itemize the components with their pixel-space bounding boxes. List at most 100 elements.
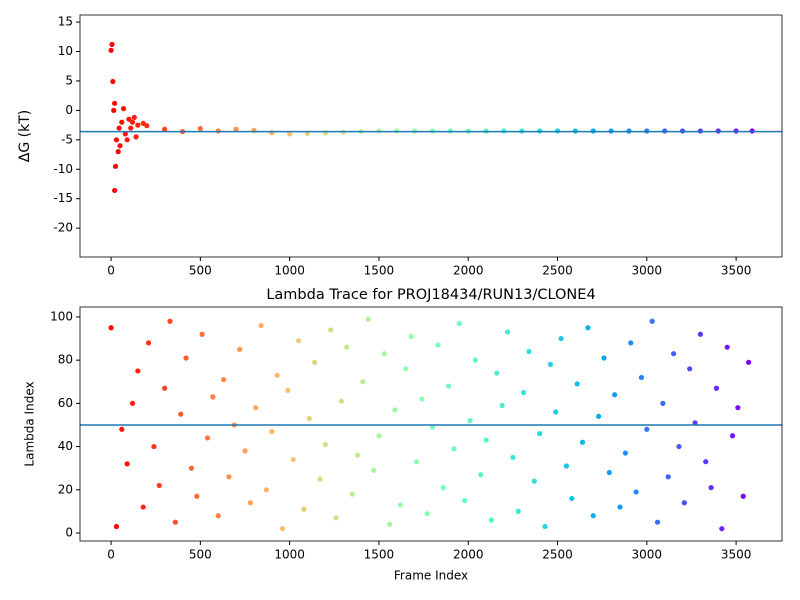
point (622, 450, 628, 456)
point (113, 523, 120, 530)
point (131, 114, 137, 121)
point (735, 405, 741, 411)
point (606, 469, 612, 476)
point (204, 435, 211, 441)
point (322, 441, 328, 448)
point (269, 428, 275, 435)
point (376, 433, 382, 439)
point (671, 351, 677, 357)
point (279, 526, 286, 532)
point (274, 372, 280, 378)
x-axis-label: Frame Index (394, 569, 468, 583)
point (344, 344, 350, 350)
point (126, 116, 132, 122)
point (287, 131, 293, 137)
y-axis-label: Lambda Index (23, 381, 37, 466)
point (558, 335, 564, 342)
point (333, 515, 339, 521)
point (290, 456, 296, 463)
y-tick-label: 0 (65, 103, 73, 117)
point (128, 125, 134, 131)
point (729, 433, 736, 439)
point (488, 517, 495, 523)
point (112, 100, 118, 106)
point (172, 519, 178, 525)
point (665, 474, 671, 480)
point (456, 320, 462, 327)
point (122, 131, 128, 137)
y-tick-label: 40 (58, 439, 73, 453)
chart-title: Lambda Trace for PROJ18434/RUN13/CLONE4 (266, 287, 595, 303)
point (247, 500, 253, 506)
point (713, 385, 720, 391)
point (237, 346, 243, 352)
point (145, 340, 152, 346)
y-tick-label: -5 (61, 132, 73, 146)
x-tick-label: 1500 (364, 548, 395, 562)
point (194, 493, 200, 499)
point (197, 126, 203, 132)
point (649, 318, 655, 324)
point (419, 396, 425, 402)
point (108, 47, 114, 53)
point (654, 519, 661, 525)
x-tick-label: 2500 (542, 264, 573, 278)
point (424, 510, 430, 517)
y-tick-label: -20 (53, 221, 73, 235)
point (590, 513, 596, 519)
point (397, 502, 403, 508)
point (317, 476, 323, 482)
y-tick-label: 15 (58, 15, 73, 29)
point (129, 400, 136, 406)
point (531, 478, 537, 484)
x-tick-label: 2000 (453, 548, 484, 562)
point (306, 415, 312, 422)
x-tick-label: 1500 (364, 264, 395, 278)
point (563, 463, 570, 469)
point (119, 119, 125, 125)
point (515, 508, 521, 514)
x-tick-label: 2500 (542, 548, 573, 562)
point (483, 437, 489, 443)
point (112, 163, 119, 169)
x-tick-label: 0 (107, 548, 115, 562)
point (124, 461, 130, 467)
point (681, 500, 687, 506)
point (210, 394, 216, 400)
point (133, 134, 139, 140)
point (312, 359, 318, 365)
point (697, 331, 703, 337)
point (328, 327, 334, 333)
point (537, 431, 543, 437)
point (111, 107, 117, 113)
point (478, 472, 484, 478)
point (451, 446, 457, 452)
point (692, 420, 698, 426)
point (499, 402, 505, 409)
point (644, 426, 650, 432)
point (612, 392, 618, 398)
point (381, 351, 387, 357)
point (129, 119, 136, 125)
point (462, 497, 468, 504)
x-tick-label: 500 (189, 548, 212, 562)
point (553, 409, 559, 415)
point (392, 407, 398, 413)
x-tick-label: 2000 (453, 264, 484, 278)
point (365, 316, 371, 322)
point (215, 513, 221, 519)
axes-frame (79, 14, 783, 258)
point (585, 325, 591, 331)
point (579, 439, 586, 445)
point (601, 355, 607, 361)
point (628, 340, 634, 346)
point (660, 400, 666, 406)
point (135, 122, 141, 128)
point (510, 454, 516, 460)
point (413, 459, 420, 465)
x-tick-label: 1000 (274, 548, 305, 562)
point (440, 485, 446, 491)
point (112, 187, 118, 194)
point (135, 368, 141, 374)
